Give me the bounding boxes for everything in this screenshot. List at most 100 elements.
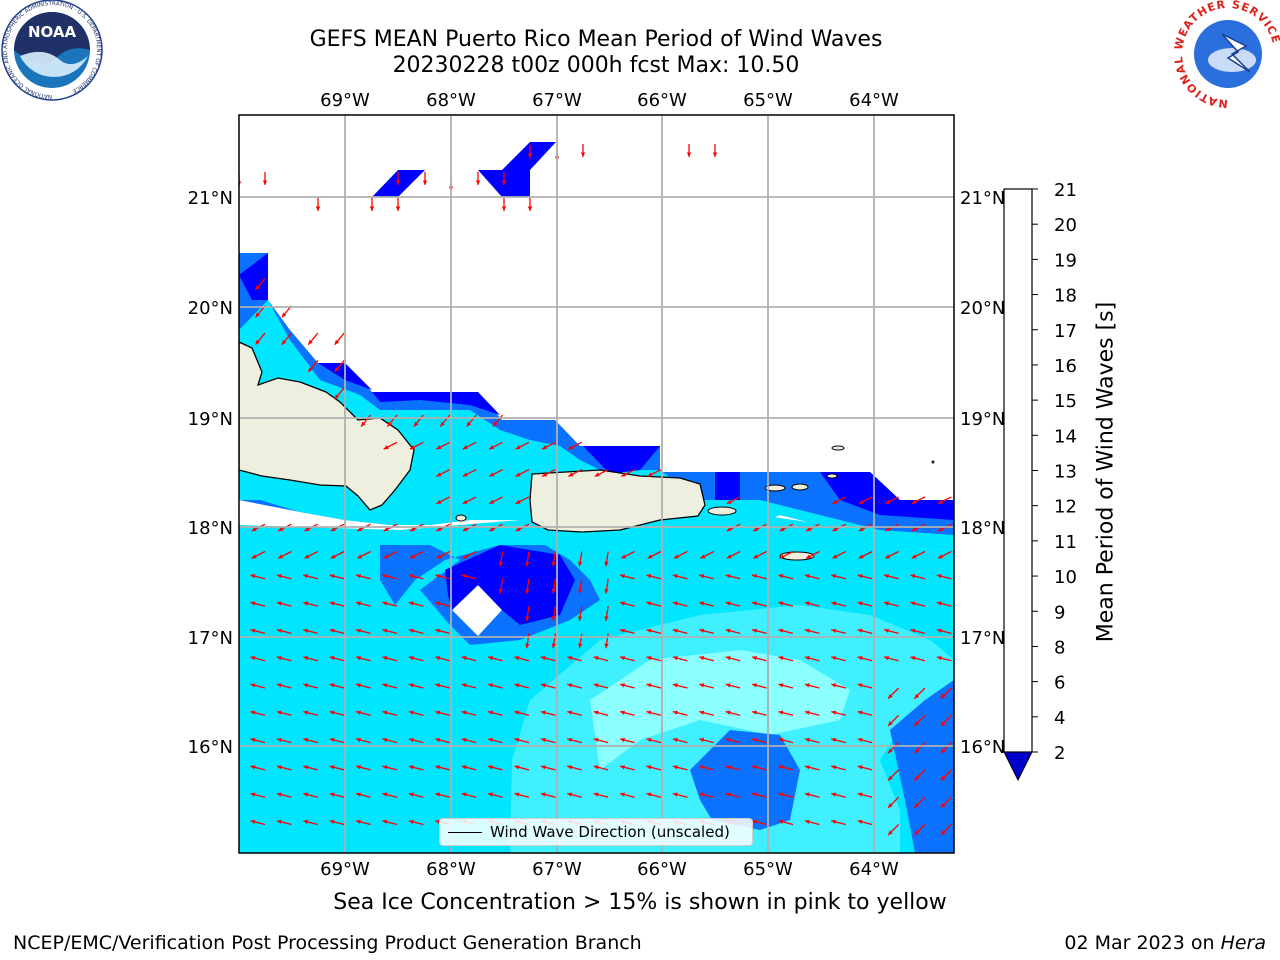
wind-arrow-head bbox=[620, 710, 625, 715]
wind-arrow-head bbox=[936, 601, 942, 606]
colorbar-tick-label: 4 bbox=[1054, 708, 1065, 729]
wind-arrow-head bbox=[514, 765, 520, 770]
wind-arrow-head bbox=[936, 655, 942, 661]
wind-arrow-head bbox=[356, 574, 361, 579]
lat-label-left: 20°N bbox=[188, 298, 233, 319]
wind-arrow-head bbox=[938, 499, 944, 504]
wind-arrow-head bbox=[382, 655, 388, 661]
wind-arrow-head bbox=[461, 683, 467, 688]
wind-arrow-head bbox=[382, 710, 388, 715]
colorbar-tick-label: 2 bbox=[1054, 743, 1065, 764]
wind-arrow-head bbox=[250, 792, 256, 797]
wind-arrow-head bbox=[884, 655, 889, 661]
wind-arrow-head bbox=[329, 574, 335, 579]
wind-arrow-head bbox=[778, 628, 784, 633]
wind-arrow-head bbox=[308, 367, 313, 372]
wind-arrow-head bbox=[250, 655, 256, 661]
wind-arrow-head bbox=[857, 574, 863, 579]
wind-arrow-head bbox=[466, 421, 472, 427]
wind-arrow-head bbox=[672, 601, 678, 606]
wind-arrow-head bbox=[461, 710, 467, 715]
wind-arrow-head bbox=[804, 737, 810, 743]
wind-arrow-head bbox=[674, 554, 680, 559]
wind-arrow-head bbox=[303, 765, 309, 770]
wind-arrow-head bbox=[699, 628, 705, 633]
wind-arrow-head bbox=[778, 792, 784, 797]
wind-arrow-head bbox=[369, 206, 375, 211]
wind-arrow-head bbox=[646, 710, 652, 715]
wind-arrow-head bbox=[620, 683, 625, 688]
wind-arrow-head bbox=[250, 765, 256, 770]
wind-arrow-head bbox=[804, 574, 810, 579]
wind-arrow-head bbox=[462, 472, 468, 477]
colorbar-tick-label: 15 bbox=[1054, 391, 1077, 412]
wind-arrow-head bbox=[887, 830, 893, 836]
colorbar-tick-label: 17 bbox=[1054, 321, 1077, 342]
wind-arrow-head bbox=[329, 628, 335, 633]
wind-arrow-head bbox=[646, 683, 652, 688]
lat-label-right: 17°N bbox=[960, 628, 1005, 649]
wind-arrow-head bbox=[461, 765, 467, 770]
colorbar-tick-label: 8 bbox=[1054, 637, 1065, 658]
wind-arrow-head bbox=[752, 655, 757, 661]
wind-arrow-head bbox=[551, 561, 556, 567]
wind-arrow-head bbox=[382, 628, 388, 633]
wind-arrow-head bbox=[276, 574, 282, 579]
wind-arrow-head bbox=[911, 554, 917, 559]
wind-arrow-head bbox=[620, 737, 625, 743]
wind-arrow-head bbox=[725, 574, 731, 579]
wind-arrow-head bbox=[940, 775, 946, 781]
footer-host: Hera bbox=[1220, 932, 1266, 954]
wind-arrow-head bbox=[278, 527, 284, 532]
wind-arrow-head bbox=[303, 601, 309, 606]
wind-arrow-head bbox=[276, 737, 282, 743]
wind-arrow-head bbox=[752, 737, 757, 743]
wind-arrow-head bbox=[276, 628, 282, 633]
wind-arrow-head bbox=[281, 312, 287, 318]
wind-arrow-head bbox=[514, 737, 520, 743]
wind-arrow-head bbox=[726, 554, 732, 559]
lon-label-bottom: 68°W bbox=[426, 859, 476, 880]
wind-arrow-head bbox=[308, 339, 313, 345]
wind-arrow-head bbox=[408, 765, 414, 770]
wind-arrow-head bbox=[911, 499, 917, 504]
lon-label-bottom: 67°W bbox=[532, 859, 582, 880]
wind-arrow-head bbox=[382, 737, 388, 743]
wind-arrow-head bbox=[435, 710, 441, 715]
wind-arrow-head bbox=[779, 527, 785, 532]
wind-arrow-head bbox=[488, 765, 493, 770]
wind-arrow-head bbox=[700, 554, 706, 559]
wind-arrow-head bbox=[540, 683, 546, 688]
colorbar-tick-label: 18 bbox=[1054, 286, 1077, 307]
wind-arrow-head bbox=[753, 554, 759, 559]
wind-arrow-head bbox=[462, 499, 468, 504]
wind-arrow-head bbox=[620, 792, 625, 797]
wind-arrow-head bbox=[551, 643, 556, 649]
wind-arrow-head bbox=[525, 561, 530, 567]
wind-arrow-head bbox=[778, 737, 784, 743]
wind-arrow-head bbox=[857, 765, 863, 770]
wind-arrow-head bbox=[604, 616, 609, 621]
wind-arrow-head bbox=[938, 527, 944, 532]
wind-arrow-head bbox=[542, 472, 548, 477]
wind-arrow-head bbox=[408, 792, 414, 797]
wind-arrow-head bbox=[699, 765, 705, 770]
wind-arrow-head bbox=[914, 775, 920, 781]
wind-arrow-head bbox=[383, 554, 389, 559]
wind-arrow-head bbox=[806, 527, 812, 532]
wind-arrow-head bbox=[567, 710, 573, 715]
svg-text:NOAA: NOAA bbox=[28, 23, 77, 41]
wind-arrow-head bbox=[461, 737, 467, 743]
wind-arrow-head bbox=[334, 339, 340, 345]
wind-arrow-head bbox=[303, 655, 309, 661]
wind-arrow-head bbox=[329, 737, 335, 743]
wind-arrow-head bbox=[806, 554, 812, 559]
wind-arrow-head bbox=[857, 819, 863, 825]
lon-label-bottom: 69°W bbox=[320, 859, 370, 880]
wind-arrow-head bbox=[778, 710, 784, 715]
wind-arrow-head bbox=[489, 499, 495, 504]
wind-arrow-head bbox=[356, 601, 361, 606]
wind-arrow-head bbox=[593, 737, 599, 743]
wind-arrow-head bbox=[578, 561, 583, 567]
wind-arrow-head bbox=[514, 683, 520, 688]
